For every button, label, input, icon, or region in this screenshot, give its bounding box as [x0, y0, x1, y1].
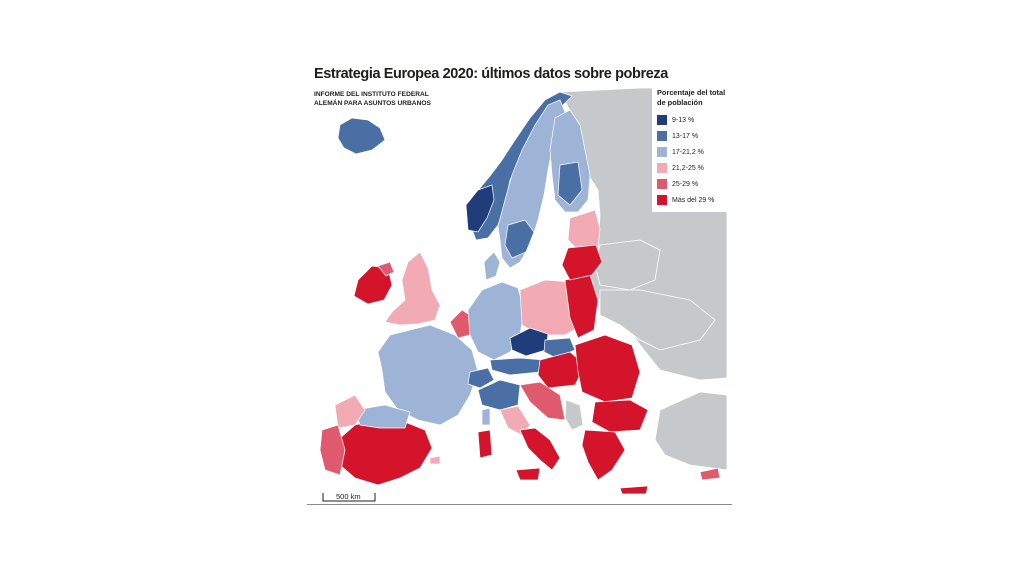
- greece-region: [581, 429, 626, 481]
- legend-label: 17-21,2 %: [672, 148, 704, 156]
- italy-south-region: [519, 427, 561, 471]
- legend-swatch: [657, 147, 667, 157]
- crete-region: [619, 485, 649, 494]
- hungary-region: [537, 351, 586, 389]
- romania-region: [574, 334, 641, 403]
- legend-label: Más del 29 %: [672, 196, 715, 204]
- scale-label: 500 km: [336, 492, 361, 501]
- europe-map: [319, 87, 727, 494]
- finland-central-region: [557, 161, 583, 206]
- spain-northwest-region: [334, 394, 366, 429]
- legend-swatch: [657, 195, 667, 205]
- united-kingdom-region: [384, 251, 441, 326]
- legend-swatch: [657, 179, 667, 189]
- legend-item: 13-17 %: [657, 128, 727, 144]
- ireland-region: [353, 265, 393, 305]
- legend-item: 9-13 %: [657, 112, 727, 128]
- legend-swatch: [657, 163, 667, 173]
- italy-north-region: [477, 379, 521, 411]
- corsica-region: [481, 407, 491, 426]
- map-title: Estrategia Europea 2020: últimos datos s…: [314, 66, 668, 82]
- sardinia-region: [477, 429, 493, 459]
- norway-west-region: [465, 184, 495, 233]
- balearic-region: [429, 455, 441, 465]
- bulgaria-region: [591, 399, 649, 433]
- eu-regions: [319, 91, 721, 494]
- legend-item: 25-29 %: [657, 176, 727, 192]
- denmark-region: [483, 251, 501, 281]
- iceland-region: [337, 117, 386, 155]
- legend-label: 9-13 %: [672, 116, 695, 124]
- map-legend: Porcentaje del total de población 9-13 %…: [652, 86, 727, 212]
- legend-swatch: [657, 115, 667, 125]
- spain-north-region: [354, 404, 411, 429]
- legend-label: 13-17 %: [672, 132, 699, 140]
- france-region: [377, 324, 479, 426]
- ukraine-region: [599, 289, 716, 351]
- scale-bar: [322, 493, 376, 502]
- legend-item: 21,2-25 %: [657, 160, 727, 176]
- cyprus-region: [699, 467, 721, 481]
- northern-ireland-region: [377, 261, 395, 277]
- legend-title: Porcentaje del total de población: [657, 88, 726, 107]
- portugal-region: [319, 424, 346, 476]
- slovenia-croatia-region: [519, 381, 566, 421]
- legend-item: Más del 29 %: [657, 192, 727, 208]
- legend-item: 17-21,2 %: [657, 144, 727, 160]
- source-note: INFORME DEL INSTITUTO FEDERAL ALEMÁN PAR…: [314, 91, 431, 107]
- estonia-latvia-lithuania-region: [567, 209, 601, 253]
- turkey-region: [654, 391, 727, 471]
- bottom-rule: [307, 504, 732, 505]
- austria-region: [489, 357, 546, 376]
- sicily-region: [515, 467, 541, 481]
- switzerland-region: [467, 367, 495, 389]
- lithuania-region: [561, 244, 603, 281]
- legend-label: 25-29 %: [672, 180, 699, 188]
- legend-swatch: [657, 131, 667, 141]
- sweden-south-region: [504, 219, 535, 259]
- legend-label: 21,2-25 %: [672, 164, 704, 172]
- balkan-non-eu-region: [564, 399, 584, 431]
